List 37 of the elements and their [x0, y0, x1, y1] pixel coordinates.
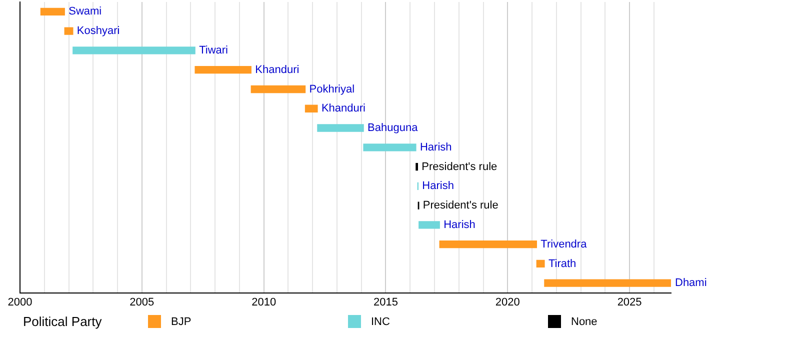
bar: [536, 260, 545, 268]
bar: [72, 46, 196, 54]
legend-label: BJP: [171, 316, 192, 328]
y-tick-label: Harish: [420, 141, 452, 154]
bar: [439, 240, 537, 248]
y-tick-label: President's rule: [422, 160, 498, 173]
y-tick-label: President's rule: [422, 200, 498, 212]
bar: [363, 144, 416, 152]
x-tick-label: 2015: [373, 296, 398, 308]
y-tick-label: Khanduri: [255, 64, 300, 76]
y-tick-label: Tirath: [548, 258, 576, 270]
bar: [64, 27, 74, 35]
x-tick-label: 2025: [617, 296, 642, 308]
x-tick-label: 2000: [8, 296, 32, 308]
bar: [250, 85, 306, 94]
y-tick-label: Harish: [422, 180, 454, 192]
x-tick-label: 2005: [130, 296, 154, 308]
y-tick-label: Trivendra: [540, 238, 588, 250]
legend-label: INC: [371, 316, 390, 328]
legend-label: None: [571, 316, 598, 328]
bar: [317, 124, 364, 132]
y-tick-label: Harish: [444, 218, 476, 231]
y-tick-label: Khanduri: [321, 102, 366, 115]
x-tick-label: 2020: [495, 296, 520, 308]
y-tick-label: Swami: [68, 6, 102, 18]
y-tick-label: Tiwari: [199, 44, 228, 56]
bar: [544, 279, 671, 287]
y-tick-label: Bahuguna: [368, 122, 419, 134]
bar: [304, 104, 318, 112]
bar: [418, 221, 440, 229]
x-tick-label: 2010: [252, 296, 276, 308]
y-tick-label: Pokhriyal: [309, 83, 355, 96]
bar: [40, 8, 65, 16]
legend-title: Political Party: [23, 314, 103, 329]
y-tick-label: Dhami: [675, 277, 707, 290]
y-tick-label: Koshyari: [76, 25, 120, 38]
bar: [194, 66, 252, 74]
